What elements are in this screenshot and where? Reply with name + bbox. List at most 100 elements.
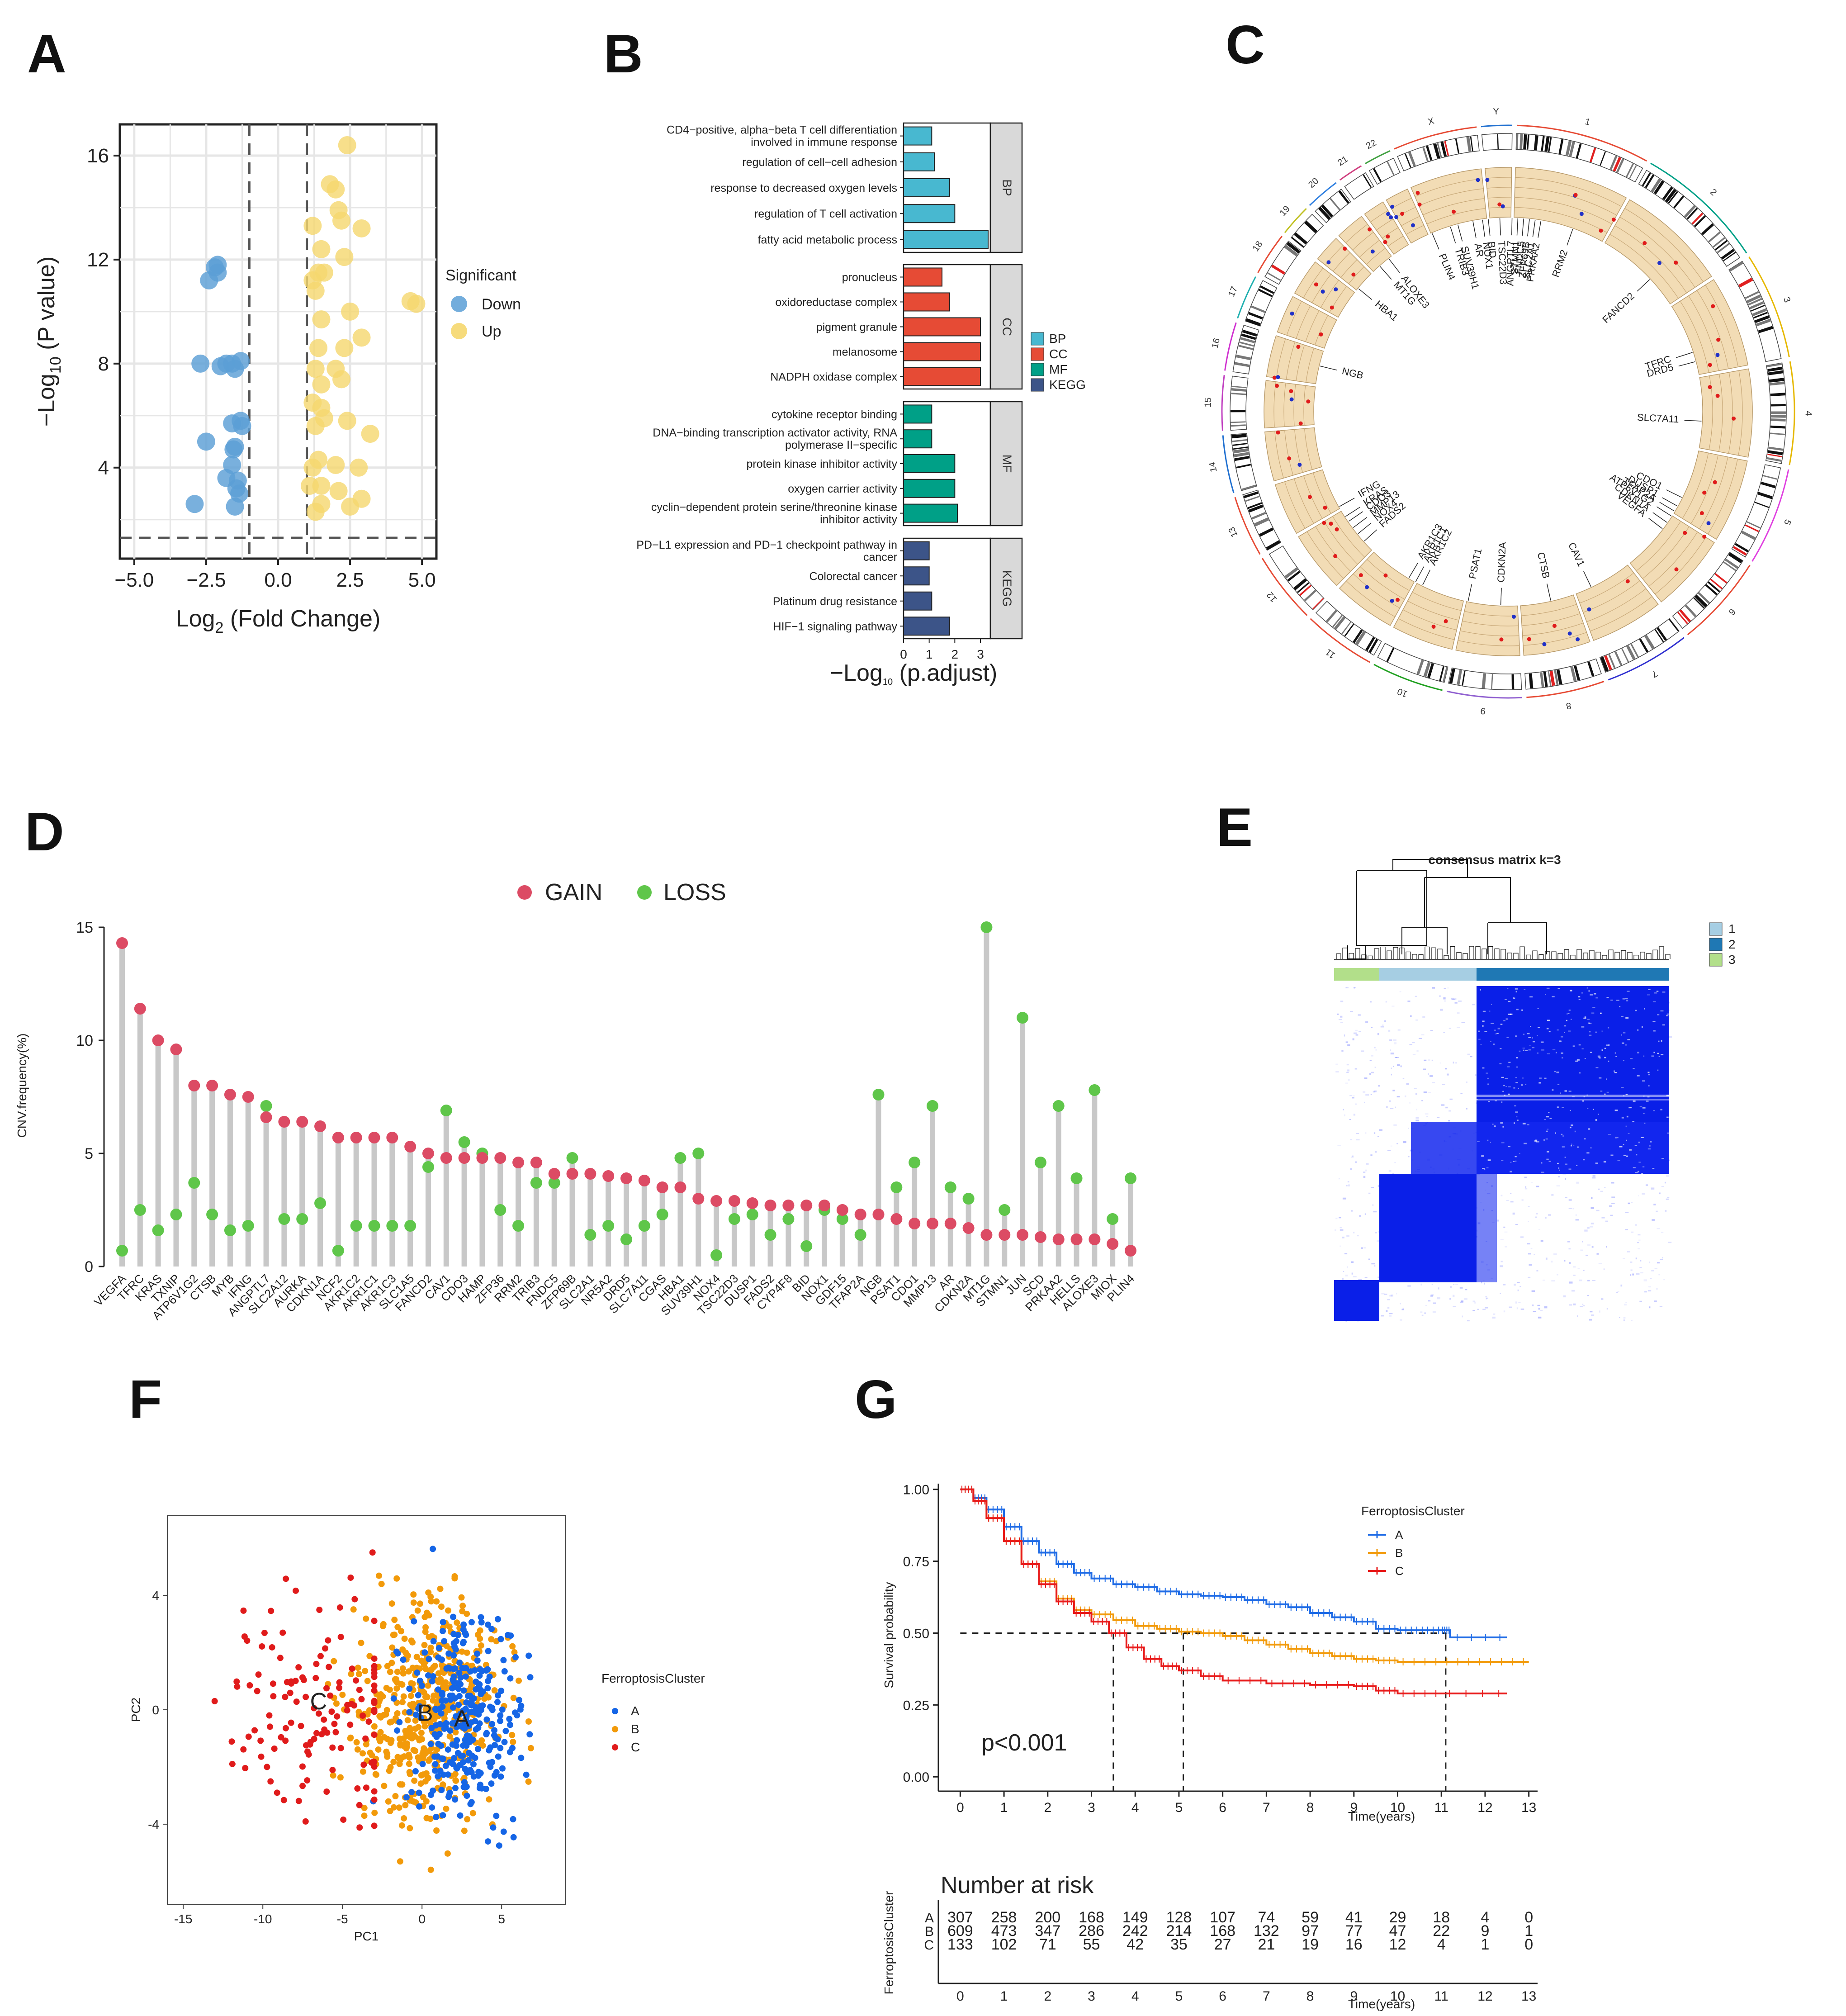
heatmap-speckle — [1597, 1055, 1600, 1058]
pca-point-b — [509, 1643, 516, 1650]
heatmap-noise — [1623, 1319, 1625, 1321]
heatmap-noise — [1351, 1210, 1353, 1212]
pca-point-b — [361, 1812, 368, 1819]
heatmap-noise — [1389, 1313, 1393, 1314]
heatmap-noise — [1390, 1145, 1392, 1147]
heatmap-noise — [1340, 1001, 1344, 1002]
heatmap-noise — [1530, 1182, 1533, 1183]
heatmap-speckle — [1484, 1168, 1486, 1171]
heatmap-speckle — [1642, 1080, 1645, 1082]
risk-count: 149 — [1122, 1909, 1148, 1926]
cytoband — [1248, 504, 1264, 513]
heatmap-noise — [1371, 1072, 1374, 1073]
heatmap-speckle — [1538, 1027, 1540, 1028]
gene-label-leader — [1380, 266, 1392, 280]
panel-label-e: E — [1216, 797, 1253, 858]
heatmap-noise — [1426, 1116, 1428, 1117]
heatmap-speckle — [1487, 1083, 1489, 1085]
heatmap-noise — [1390, 1108, 1394, 1110]
heatmap-noise — [1415, 1019, 1418, 1021]
heatmap-speckle — [1651, 1055, 1654, 1057]
cnv-gain-point — [728, 1195, 740, 1207]
heatmap-noise — [1430, 1030, 1433, 1031]
pca-point-a — [507, 1675, 514, 1682]
heatmap-noise — [1648, 1286, 1652, 1288]
cnv-gain-point — [260, 1111, 272, 1123]
heatmap-noise — [1384, 1020, 1386, 1022]
heatmap-noise — [1662, 1257, 1663, 1259]
heatmap-noise — [1663, 1279, 1665, 1281]
pca-point-b — [527, 1745, 534, 1751]
heatmap-speckle — [1657, 1053, 1659, 1054]
pca-point-a — [478, 1619, 485, 1626]
pca-point-a — [431, 1731, 438, 1738]
cnv-loss-point — [224, 1224, 236, 1236]
heatmap-speckle — [1528, 1037, 1531, 1038]
chromosome-ideogram — [1231, 433, 1257, 491]
heatmap-speckle — [1557, 1106, 1559, 1108]
pca-point-b — [384, 1753, 391, 1760]
cytoband — [1701, 223, 1714, 235]
heatmap-noise — [1377, 1276, 1380, 1278]
cnv-track — [1264, 380, 1316, 429]
chromosome-label: 4 — [1803, 411, 1813, 416]
chromosome-color-arc — [1526, 681, 1605, 698]
heatmap-noise — [1580, 1249, 1583, 1251]
heatmap-speckle — [1601, 1049, 1603, 1051]
pca-point-c — [362, 1735, 369, 1742]
heatmap-noise — [1450, 1286, 1452, 1288]
heatmap-speckle — [1552, 1089, 1554, 1091]
heatmap-speckle — [1557, 1162, 1559, 1164]
pca-point-b — [459, 1648, 465, 1655]
heatmap-noise — [1340, 1015, 1343, 1018]
pca-point-a — [476, 1672, 483, 1679]
pca-point-c — [363, 1784, 369, 1791]
pca-point-a — [442, 1697, 449, 1704]
cnv-track — [1338, 216, 1392, 272]
km-legend-label: A — [1395, 1528, 1403, 1542]
heatmap-noise — [1431, 1082, 1435, 1083]
heatmap-speckle — [1599, 1057, 1601, 1059]
heatmap-noise — [1371, 1187, 1374, 1188]
heatmap-noise — [1563, 1295, 1566, 1298]
panel-label-g: G — [855, 1369, 897, 1430]
heatmap-speckle — [1654, 992, 1657, 994]
pca-point-a — [439, 1656, 445, 1663]
heatmap-speckle — [1623, 1060, 1624, 1062]
panel-label-a: A — [27, 24, 66, 84]
pca-point-c — [331, 1721, 338, 1727]
km-survival-plot: 0.000.250.500.751.000 1 2 3 4 5 6 7 8 9 10 11 12 13 T… — [882, 1483, 1538, 2011]
heatmap-speckle — [1616, 1137, 1619, 1138]
heatmap-speckle — [1552, 996, 1555, 997]
heatmap-noise — [1341, 1050, 1344, 1052]
heatmap-speckle — [1564, 1090, 1567, 1092]
cytoband — [1325, 610, 1338, 623]
facet-strip-label: CC — [1000, 318, 1014, 336]
dendrogram-leaf — [1532, 950, 1538, 959]
pca-point-a — [457, 1812, 464, 1819]
risk-count: 0 — [1524, 1936, 1533, 1953]
volcano-point-up — [335, 248, 354, 266]
pca-point-b — [393, 1575, 400, 1582]
heatmap-noise — [1355, 1103, 1357, 1105]
heatmap-speckle — [1653, 1052, 1655, 1053]
cnv-track — [1604, 199, 1712, 304]
cytoband — [1589, 147, 1596, 162]
pca-point-c — [304, 1748, 311, 1755]
gene-label: TSC22D3 — [1496, 241, 1509, 285]
cnv-point — [1573, 193, 1578, 197]
heatmap-speckle — [1532, 1037, 1533, 1039]
x-tick-label: 2 — [1044, 1800, 1051, 1815]
cnv-gain-point — [116, 937, 128, 949]
consensus-block-1-edge — [1477, 1174, 1497, 1282]
pca-point-a — [486, 1760, 492, 1766]
pca-point-c — [274, 1789, 280, 1796]
pca-point-b — [415, 1754, 421, 1761]
pca-point-a — [416, 1803, 423, 1810]
cnv-point — [1296, 345, 1301, 349]
pca-point-a — [426, 1655, 432, 1662]
heatmap-noise — [1631, 1319, 1633, 1321]
volcano-point-down — [197, 432, 215, 451]
cytoband — [1516, 134, 1519, 149]
legend-kegg-swatch — [1031, 378, 1044, 392]
